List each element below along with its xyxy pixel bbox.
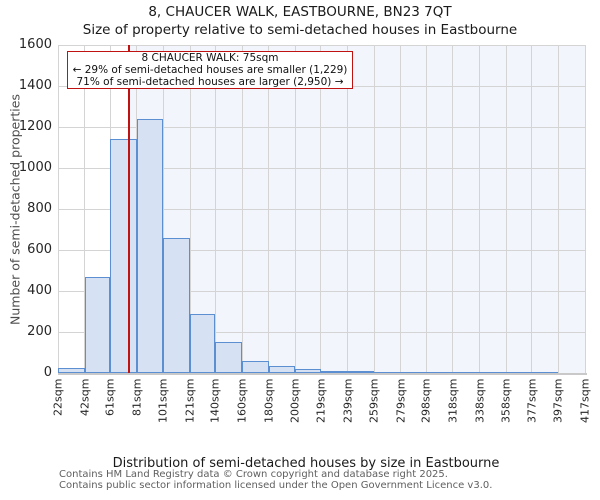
x-tick-label: 318sqm xyxy=(446,378,460,423)
x-tick-label: 259sqm xyxy=(367,378,381,423)
v-gridline xyxy=(214,45,216,373)
chart-subtitle: Size of property relative to semi-detach… xyxy=(82,22,518,38)
v-gridline xyxy=(531,45,533,373)
v-gridline xyxy=(294,45,296,373)
y-tick-label: 400 xyxy=(27,283,52,298)
x-tick-label: 180sqm xyxy=(262,378,276,423)
x-tick-label: 358sqm xyxy=(499,378,513,423)
x-tick-label: 219sqm xyxy=(314,378,328,423)
h-gridline xyxy=(58,126,585,128)
property-annotation-box: 8 CHAUCER WALK: 75sqm ← 29% of semi-deta… xyxy=(67,51,353,89)
y-tick-label: 1400 xyxy=(18,78,52,93)
v-gridline xyxy=(557,45,559,373)
y-tick-label: 1000 xyxy=(18,160,52,175)
y-tick-label: 200 xyxy=(27,324,52,339)
histogram-bar xyxy=(242,360,269,373)
y-tick-label: 1200 xyxy=(18,119,52,134)
x-tick-label: 200sqm xyxy=(288,378,302,423)
footer-attribution-2: Contains public sector information licen… xyxy=(59,480,493,491)
histogram-bar xyxy=(163,237,191,373)
x-tick-label: 417sqm xyxy=(578,378,592,423)
histogram-bar xyxy=(110,139,137,373)
x-tick-label: 101sqm xyxy=(156,378,170,423)
histogram-bar xyxy=(215,342,243,373)
chart-title: 8, CHAUCER WALK, EASTBOURNE, BN23 7QT xyxy=(148,4,452,20)
x-tick-label: 81sqm xyxy=(130,378,144,416)
x-tick-label: 298sqm xyxy=(419,378,433,423)
h-gridline xyxy=(58,208,585,210)
v-gridline xyxy=(373,45,375,373)
v-gridline xyxy=(320,45,322,373)
histogram-plot: 8 CHAUCER WALK: 75sqm ← 29% of semi-deta… xyxy=(57,44,587,375)
h-gridline xyxy=(58,331,585,333)
x-tick-label: 397sqm xyxy=(551,378,565,423)
annotation-line-1: 8 CHAUCER WALK: 75sqm xyxy=(141,52,279,64)
v-gridline xyxy=(452,45,454,373)
histogram-bar xyxy=(320,370,348,373)
h-gridline xyxy=(58,249,585,251)
v-gridline xyxy=(584,45,586,373)
annotation-line-3: 71% of semi-detached houses are larger (… xyxy=(76,76,344,88)
v-gridline xyxy=(505,45,507,373)
v-gridline xyxy=(425,45,427,373)
x-axis-label: Distribution of semi-detached houses by … xyxy=(112,456,500,471)
y-tick-label: 0 xyxy=(43,365,52,380)
x-tick-label: 42sqm xyxy=(78,378,92,416)
x-axis-line xyxy=(58,373,587,375)
footer-attribution-1: Contains HM Land Registry data © Crown c… xyxy=(59,469,448,480)
histogram-bar xyxy=(58,367,85,373)
v-gridline xyxy=(400,45,402,373)
x-tick-label: 279sqm xyxy=(394,378,408,423)
v-gridline xyxy=(241,45,243,373)
x-tick-label: 160sqm xyxy=(235,378,249,423)
v-gridline xyxy=(347,45,349,373)
histogram-bar xyxy=(136,118,164,373)
x-tick-label: 61sqm xyxy=(103,378,117,416)
h-gridline xyxy=(58,44,585,46)
x-tick-label: 140sqm xyxy=(208,378,222,423)
property-size-marker-line xyxy=(127,45,130,373)
v-gridline xyxy=(162,45,164,373)
v-gridline xyxy=(57,45,59,373)
x-tick-label: 121sqm xyxy=(183,378,197,423)
x-tick-label: 239sqm xyxy=(341,378,355,423)
x-tick-label: 338sqm xyxy=(473,378,487,423)
h-gridline xyxy=(58,167,585,169)
y-tick-label: 800 xyxy=(27,201,52,216)
histogram-bar xyxy=(268,365,296,373)
y-tick-label: 1600 xyxy=(18,37,52,52)
v-gridline xyxy=(268,45,270,373)
annotation-line-2: ← 29% of semi-detached houses are smalle… xyxy=(72,64,348,76)
y-tick-label: 600 xyxy=(27,242,52,257)
histogram-bar xyxy=(190,313,216,373)
v-gridline xyxy=(84,45,86,373)
x-tick-label: 22sqm xyxy=(51,378,65,416)
histogram-bar xyxy=(84,276,111,373)
v-gridline xyxy=(189,45,191,373)
v-gridline xyxy=(479,45,481,373)
histogram-bar xyxy=(347,371,375,374)
x-tick-label: 377sqm xyxy=(525,378,539,423)
h-gridline xyxy=(58,290,585,292)
histogram-bar xyxy=(295,368,321,373)
